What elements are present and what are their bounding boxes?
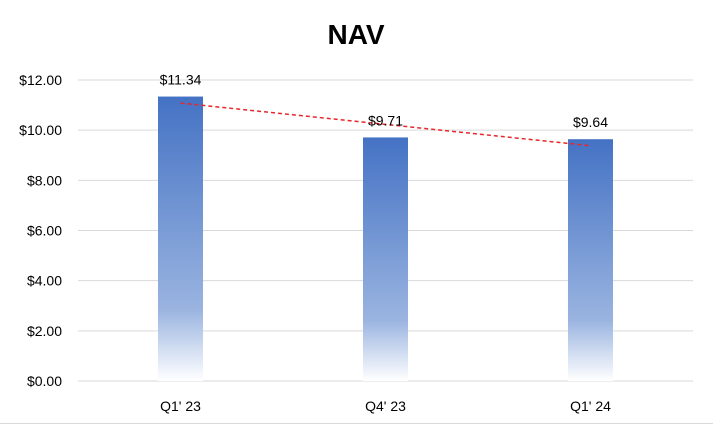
y-tick-label: $2.00 [27,323,62,339]
bottom-divider [0,423,713,424]
trendline-group [180,102,591,147]
y-tick-label: $10.00 [19,122,62,138]
y-tick-label: $0.00 [27,373,62,389]
y-tick-label: $8.00 [27,172,62,188]
y-tick-label: $12.00 [19,72,62,88]
trendline [180,102,591,147]
data-label: $11.34 [160,72,202,88]
bars [158,96,613,382]
bar [158,96,203,382]
data-label: $9.71 [368,112,403,128]
y-tick-label: $6.00 [27,223,62,239]
data-labels: $11.34 $9.71 $9.64 [160,72,609,131]
x-tick-label: Q4' 23 [365,398,406,414]
x-tick-label: Q1' 23 [160,398,201,414]
chart-title: NAV [327,19,384,50]
data-label: $9.64 [573,114,608,130]
x-axis-tick-labels: Q1' 23 Q4' 23 Q1' 24 [160,398,611,414]
bar [363,137,408,381]
bar [568,139,613,381]
y-axis-tick-labels: $0.00 $2.00 $4.00 $6.00 $8.00 $10.00 $12.00 [19,72,62,389]
x-tick-label: Q1' 24 [570,398,611,414]
y-tick-label: $4.00 [27,273,62,289]
